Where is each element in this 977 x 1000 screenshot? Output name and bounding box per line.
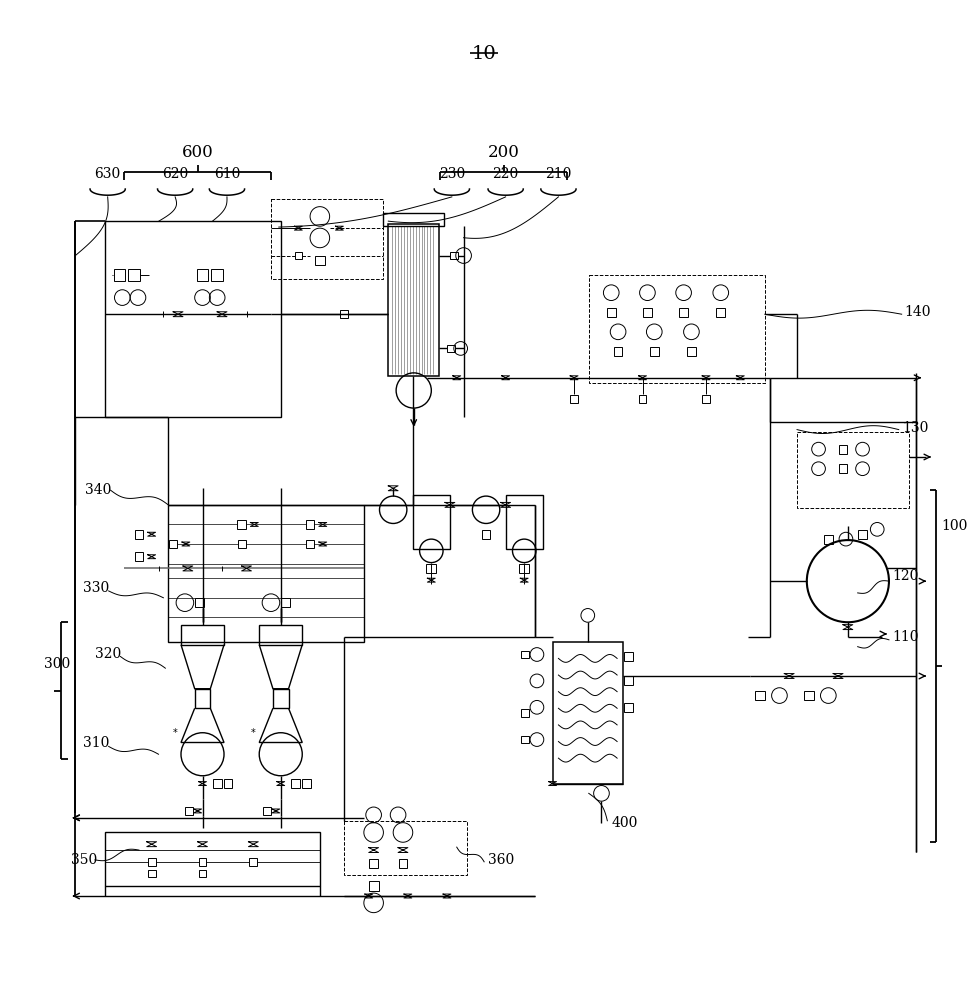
Bar: [291, 779, 300, 788]
Bar: [399, 859, 407, 868]
Bar: [639, 395, 647, 403]
Text: 100: 100: [942, 519, 968, 533]
Bar: [213, 779, 222, 788]
Bar: [716, 308, 725, 317]
Bar: [237, 540, 245, 548]
Bar: [614, 347, 622, 356]
Bar: [105, 221, 280, 417]
Bar: [224, 779, 233, 788]
Bar: [446, 345, 455, 352]
Bar: [838, 464, 847, 473]
Bar: [506, 495, 543, 549]
Bar: [624, 652, 633, 661]
Bar: [449, 252, 458, 259]
Bar: [105, 832, 319, 886]
Text: 340: 340: [85, 483, 111, 497]
Bar: [185, 807, 192, 815]
Bar: [607, 308, 616, 317]
Bar: [624, 703, 633, 712]
Text: 220: 220: [492, 167, 519, 181]
Bar: [306, 540, 314, 548]
Text: 200: 200: [488, 144, 520, 161]
Bar: [804, 691, 814, 700]
Bar: [679, 308, 688, 317]
Bar: [196, 269, 208, 281]
Text: 400: 400: [612, 816, 638, 830]
Text: 600: 600: [182, 144, 214, 161]
Bar: [128, 269, 140, 281]
Bar: [824, 535, 832, 544]
Bar: [169, 540, 177, 548]
Text: 310: 310: [83, 736, 109, 750]
Bar: [259, 625, 302, 645]
Text: 110: 110: [892, 630, 918, 644]
Bar: [302, 779, 311, 788]
Bar: [281, 598, 290, 607]
Bar: [368, 881, 378, 891]
Bar: [135, 552, 144, 561]
Bar: [412, 495, 449, 549]
Bar: [522, 709, 530, 717]
Bar: [344, 821, 467, 875]
Bar: [315, 256, 324, 265]
Text: 140: 140: [905, 305, 931, 319]
Bar: [295, 252, 302, 259]
Bar: [194, 689, 210, 708]
Bar: [195, 598, 204, 607]
Bar: [198, 858, 206, 866]
Bar: [522, 651, 530, 658]
Bar: [168, 505, 363, 642]
Bar: [198, 870, 206, 877]
Text: 10: 10: [472, 45, 496, 63]
Bar: [383, 213, 444, 226]
Text: 320: 320: [95, 647, 121, 661]
Bar: [249, 858, 257, 866]
Bar: [571, 395, 578, 403]
Bar: [306, 520, 315, 529]
Bar: [426, 564, 436, 573]
Text: 230: 230: [439, 167, 465, 181]
Text: 610: 610: [214, 167, 240, 181]
Text: *: *: [251, 728, 256, 738]
Text: 620: 620: [162, 167, 189, 181]
Bar: [858, 530, 867, 539]
Bar: [271, 199, 383, 279]
Text: 130: 130: [903, 421, 929, 435]
Bar: [237, 520, 246, 529]
Bar: [755, 691, 765, 700]
Bar: [148, 870, 155, 877]
Bar: [482, 530, 490, 539]
Bar: [181, 625, 224, 645]
Text: 210: 210: [545, 167, 572, 181]
Bar: [369, 859, 378, 868]
Bar: [388, 224, 439, 376]
Text: 360: 360: [488, 853, 514, 867]
Text: 300: 300: [44, 657, 70, 671]
Text: 330: 330: [83, 581, 109, 595]
Bar: [148, 858, 155, 866]
Bar: [838, 445, 847, 454]
Bar: [273, 689, 288, 708]
Bar: [624, 676, 633, 685]
Bar: [113, 269, 125, 281]
Bar: [135, 530, 144, 539]
Bar: [520, 564, 530, 573]
Bar: [522, 736, 530, 743]
Bar: [650, 347, 658, 356]
Text: 120: 120: [892, 569, 918, 583]
Text: *: *: [173, 728, 178, 738]
Text: 630: 630: [95, 167, 121, 181]
Bar: [797, 432, 910, 508]
Bar: [643, 308, 652, 317]
Bar: [687, 347, 696, 356]
Bar: [340, 310, 348, 318]
Bar: [263, 807, 271, 815]
Bar: [553, 642, 623, 784]
Bar: [702, 395, 710, 403]
Bar: [589, 275, 765, 383]
Bar: [211, 269, 223, 281]
Text: 350: 350: [70, 853, 97, 867]
